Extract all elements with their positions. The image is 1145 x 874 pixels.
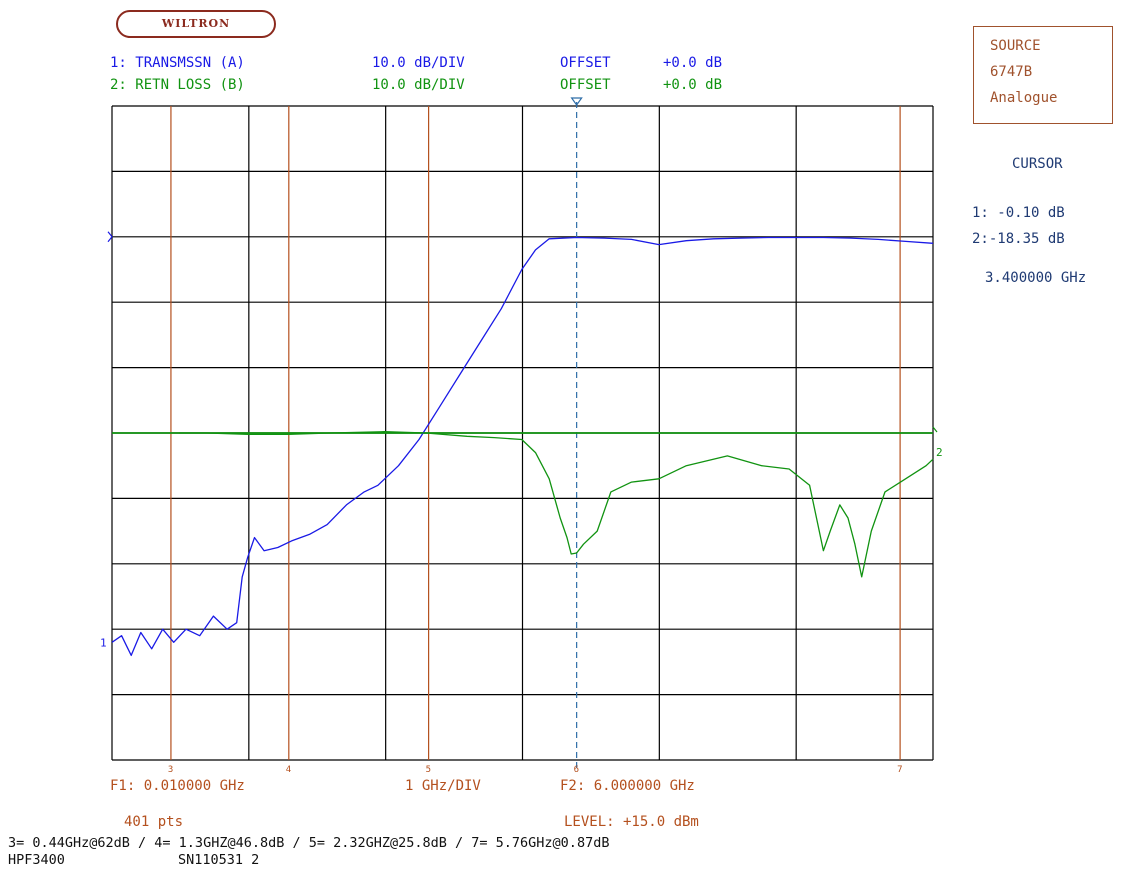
wiltron-logo: WILTRON [116, 10, 276, 38]
cursor-trace1-value: 1: -0.10 dB [972, 205, 1065, 221]
source-level: LEVEL: +15.0 dBm [564, 814, 699, 830]
source-model: 6747B [990, 64, 1033, 80]
trace1-label: 1: TRANSMSSN (A) [110, 55, 245, 71]
marker-label-7: 7 [897, 765, 902, 775]
trace2-offset-label: OFFSET [560, 77, 611, 93]
cursor-trace2-value: 2:-18.35 dB [972, 231, 1065, 247]
device-model: HPF3400 [8, 852, 65, 868]
trace1-offset-label: OFFSET [560, 55, 611, 71]
trace1-reference-arrow [107, 231, 113, 243]
cursor-title: CURSOR [1012, 156, 1063, 172]
cursor-marker-label: 6 [574, 765, 579, 775]
start-frequency: F1: 0.010000 GHz [110, 778, 245, 794]
trace1-offset-value: +0.0 dB [663, 55, 723, 71]
source-mode: Analogue [990, 90, 1058, 106]
trace1-scale: 10.0 dB/DIV [372, 55, 465, 71]
marker-summary: 3= 0.44GHz@62dB / 4= 1.3GHZ@46.8dB / 5= … [8, 835, 610, 851]
device-serial: SN110531 2 [178, 852, 260, 868]
trace2-number-label: 2 [936, 446, 943, 459]
trace2-reference-arrow [932, 426, 938, 433]
source-box: SOURCE 6747B Analogue [973, 26, 1113, 124]
trace2-label: 2: RETN LOSS (B) [110, 77, 245, 93]
trace1-number-label: 1 [100, 636, 107, 649]
marker-label-5: 5 [426, 765, 431, 775]
marker-label-4: 4 [286, 765, 291, 775]
point-count: 401 pts [124, 814, 184, 830]
trace2-line [179, 431, 934, 578]
stop-frequency: F2: 6.000000 GHz [560, 778, 695, 794]
trace1-line [111, 236, 934, 657]
source-title: SOURCE [990, 38, 1041, 54]
cursor-frequency: 3.400000 GHz [985, 270, 1087, 286]
trace2-offset-value: +0.0 dB [663, 77, 723, 93]
trace2-scale: 10.0 dB/DIV [372, 77, 465, 93]
cursor-triangle [570, 97, 583, 107]
marker-label-3: 3 [168, 765, 173, 775]
frequency-per-division: 1 GHz/DIV [405, 778, 481, 794]
